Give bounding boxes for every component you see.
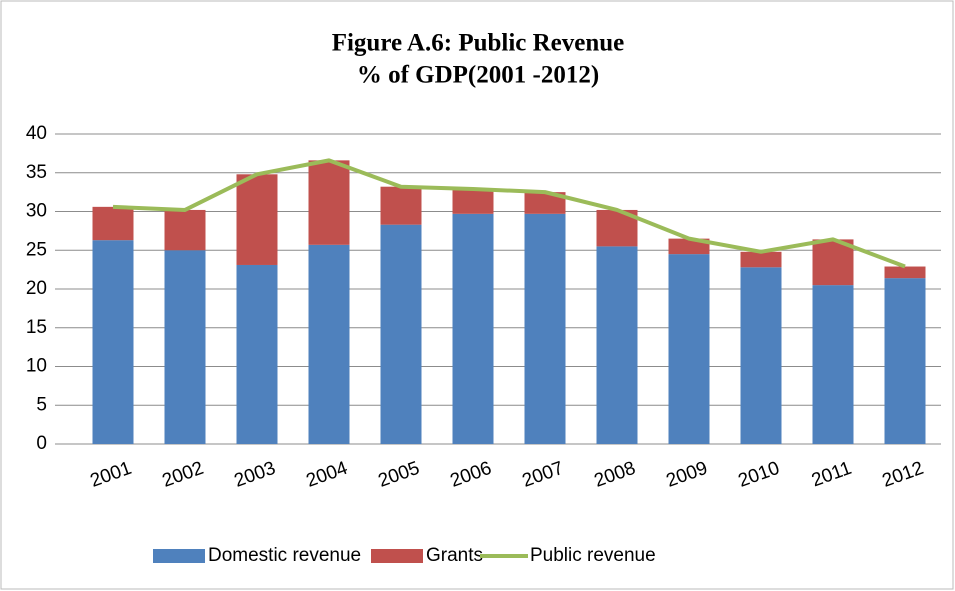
legend-swatch: [371, 549, 423, 563]
y-tick-label: 10: [26, 356, 47, 377]
chart-title: Figure A.6: Public Revenue: [332, 30, 625, 57]
bar: [740, 251, 782, 268]
y-tick-label: 0: [36, 433, 47, 454]
bar: [812, 285, 854, 444]
bar: [596, 246, 638, 444]
bar: [524, 213, 566, 444]
legend-label: Grants: [426, 545, 483, 566]
bar: [452, 189, 494, 214]
legend-label: Public revenue: [530, 545, 656, 566]
bar: [164, 209, 206, 251]
bar: [236, 174, 278, 265]
bar: [884, 278, 926, 444]
bar: [380, 224, 422, 444]
bar: [92, 240, 134, 444]
bar: [92, 206, 134, 241]
bar: [164, 250, 206, 444]
bar: [812, 239, 854, 286]
y-tick-label: 15: [26, 317, 47, 338]
bar: [524, 192, 566, 214]
bar: [452, 213, 494, 444]
line: [112, 158, 906, 269]
bar: [308, 244, 350, 444]
bar: [308, 160, 350, 245]
legend-swatch: [153, 549, 205, 563]
y-tick-label: 35: [26, 162, 47, 183]
bar: [380, 186, 422, 225]
y-tick-label: 30: [26, 201, 47, 222]
y-tick-label: 40: [26, 123, 47, 144]
y-tick-label: 25: [26, 239, 47, 260]
y-tick-label: 5: [36, 394, 47, 415]
chart-subtitle: % of GDP(2001 -2012): [357, 62, 599, 89]
y-tick-label: 20: [26, 278, 47, 299]
bar: [668, 254, 710, 444]
bar: [236, 264, 278, 444]
bar: [740, 267, 782, 444]
legend-label: Domestic revenue: [208, 545, 361, 566]
bar: [884, 266, 926, 279]
